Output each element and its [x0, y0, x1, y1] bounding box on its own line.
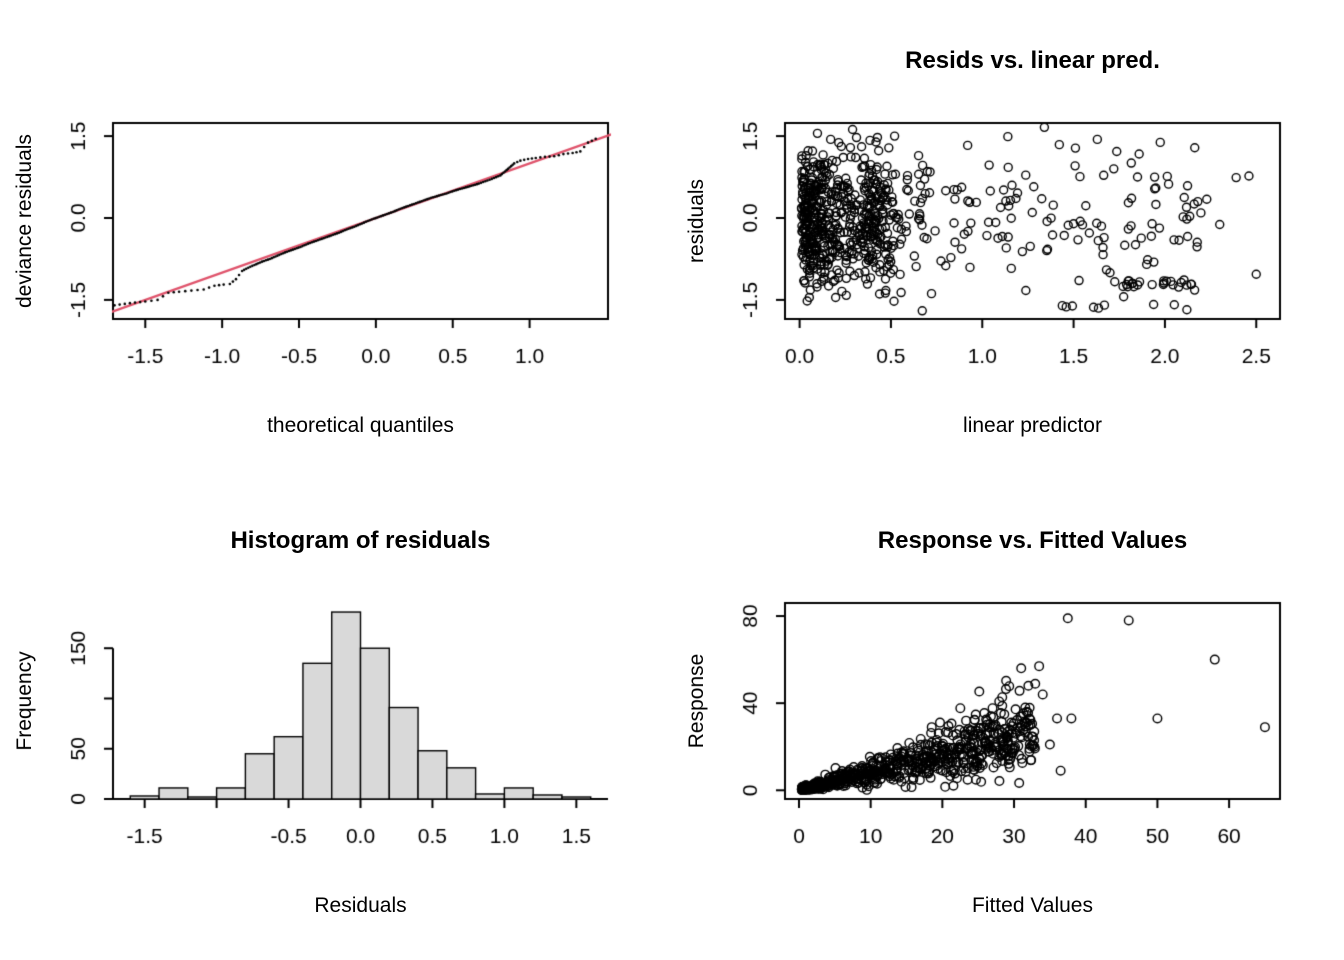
qq-plot-canvas: [0, 0, 672, 480]
qq-plot-panel: theoretical quantiles deviance residuals: [0, 0, 672, 480]
histogram-title: Histogram of residuals: [230, 527, 491, 554]
resids-x-axis-label: linear predictor: [963, 414, 1102, 437]
histogram-canvas: [0, 480, 672, 960]
response-vs-fitted-title: Response vs. Fitted Values: [877, 527, 1188, 554]
histogram-y-axis-label: Frequency: [13, 651, 36, 751]
resids-vs-linear-pred-title: Resids vs. linear pred.: [905, 47, 1160, 74]
response-vs-fitted-panel: Response vs. Fitted Values Fitted Values…: [672, 480, 1344, 960]
response-y-axis-label: Response: [685, 653, 708, 749]
resids-vs-linear-pred-canvas: [672, 0, 1344, 480]
qq-x-axis-label: theoretical quantiles: [267, 414, 454, 437]
response-vs-fitted-canvas: [672, 480, 1344, 960]
resids-y-axis-label: residuals: [685, 178, 708, 264]
resids-vs-linear-pred-panel: Resids vs. linear pred. linear predictor…: [672, 0, 1344, 480]
histogram-x-axis-label: Residuals: [314, 894, 407, 917]
histogram-of-residuals-panel: Histogram of residuals Residuals Frequen…: [0, 480, 672, 960]
qq-y-axis-label: deviance residuals: [13, 134, 36, 308]
response-x-axis-label: Fitted Values: [971, 894, 1093, 917]
